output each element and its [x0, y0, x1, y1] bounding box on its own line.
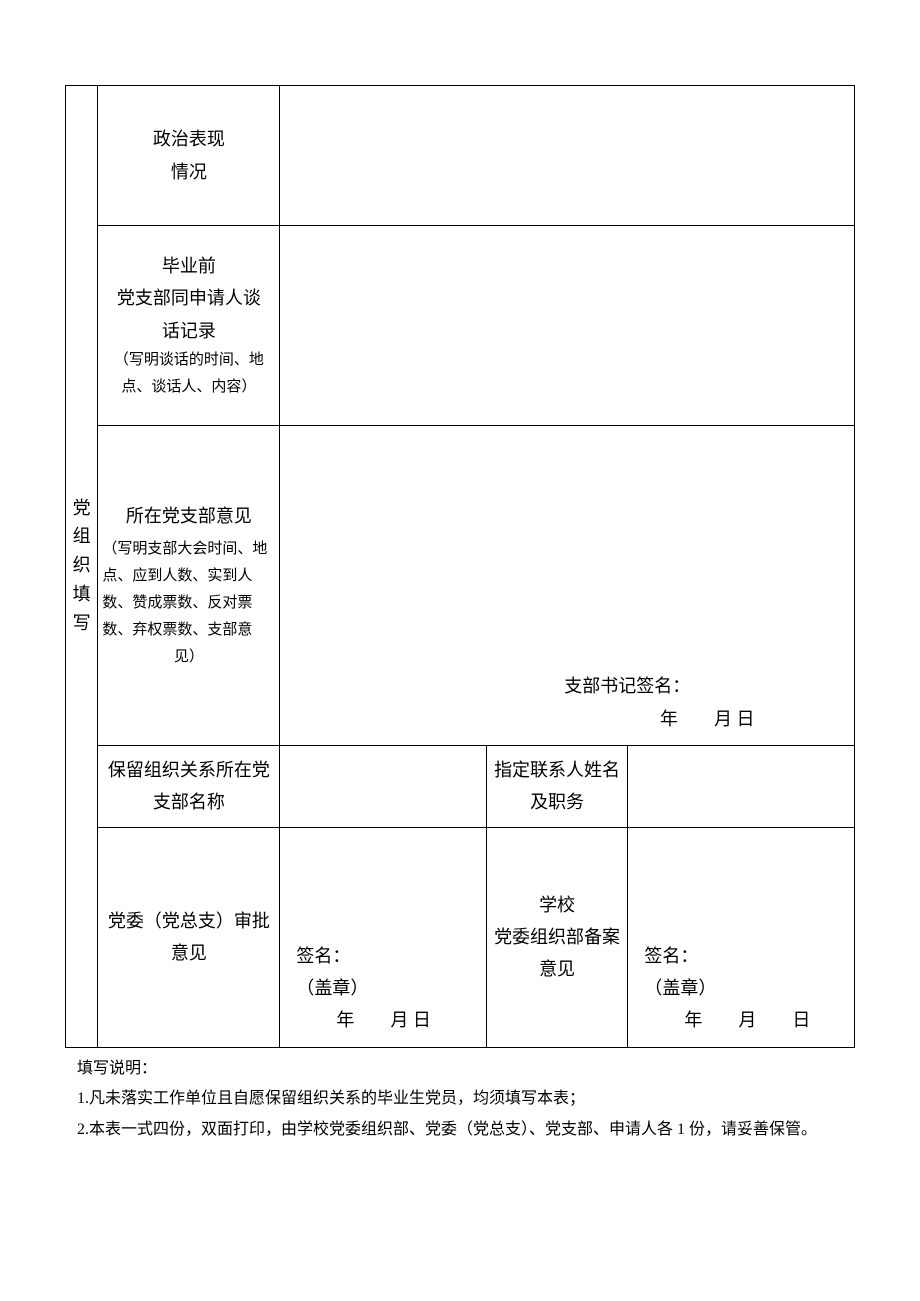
label-text: 情况 [104, 156, 273, 188]
label-talk-record: 毕业前 党支部同申请人谈 话记录 （写明谈话的时间、地点、谈话人、内容） [98, 226, 280, 426]
notes-heading: 填写说明： [77, 1054, 855, 1084]
date-line: 年 月 日 [644, 1004, 848, 1036]
stamp-label: （盖章） [296, 972, 479, 1004]
content-contact-person[interactable] [628, 746, 855, 828]
section-vertical-label: 党组织填写 [66, 86, 98, 1048]
label-school-filing: 学校 党委组织部备案意见 [486, 827, 628, 1047]
label-political-performance: 政治表现 情况 [98, 86, 280, 226]
content-committee-approval[interactable]: 签名： （盖章） 年 月 日 [280, 827, 486, 1047]
label-text: 所在党支部意见 [102, 500, 275, 532]
approval-form-table: 党组织填写 政治表现 情况 毕业前 党支部同申请人谈 话记录 （写明谈话的时间、… [65, 85, 855, 1048]
row-branch-opinion: 所在党支部意见 （写明支部大会时间、地点、应到人数、实到人数、赞成票数、反对票数… [66, 426, 855, 746]
label-contact-person: 指定联系人姓名及职务 [486, 746, 628, 828]
label-text: 党支部同申请人谈 [104, 282, 273, 314]
notes-item: 1.凡未落实工作单位且自愿保留组织关系的毕业生党员，均须填写本表； [77, 1084, 855, 1114]
label-subtext: （写明谈话的时间、地点、谈话人、内容） [104, 347, 273, 401]
label-text: 政治表现 [104, 123, 273, 155]
content-political-performance[interactable] [280, 86, 855, 226]
label-committee-approval: 党委（党总支）审批意见 [98, 827, 280, 1047]
content-retain-branch[interactable] [280, 746, 486, 828]
content-branch-opinion[interactable]: 支部书记签名： 年 月 日 [280, 426, 855, 746]
signature-label: 签名： [296, 940, 479, 972]
row-talk-record: 毕业前 党支部同申请人谈 话记录 （写明谈话的时间、地点、谈话人、内容） [66, 226, 855, 426]
label-branch-opinion: 所在党支部意见 （写明支部大会时间、地点、应到人数、实到人数、赞成票数、反对票数… [98, 426, 280, 746]
form-notes: 填写说明： 1.凡未落实工作单位且自愿保留组织关系的毕业生党员，均须填写本表； … [65, 1054, 855, 1145]
label-text: 党委组织部备案意见 [493, 921, 622, 986]
label-retain-branch: 保留组织关系所在党支部名称 [98, 746, 280, 828]
content-school-filing[interactable]: 签名： （盖章） 年 月 日 [628, 827, 855, 1047]
label-text: 毕业前 [104, 250, 273, 282]
row-political-performance: 党组织填写 政治表现 情况 [66, 86, 855, 226]
notes-item: 2.本表一式四份，双面打印，由学校党委组织部、党委（党总支）、党支部、申请人各 … [77, 1115, 855, 1145]
signature-label: 签名： [644, 940, 848, 972]
date-line: 年 月 日 [296, 1004, 479, 1036]
label-subtext-end: 见） [102, 644, 275, 671]
branch-date-line: 年 月 日 [286, 703, 848, 735]
content-talk-record[interactable] [280, 226, 855, 426]
vertical-label-text: 党组织填写 [73, 494, 91, 638]
label-text: 学校 [493, 889, 622, 921]
label-subtext: （写明支部大会时间、地点、应到人数、实到人数、赞成票数、反对票数、弃权票数、支部… [102, 536, 275, 644]
stamp-label: （盖章） [644, 972, 848, 1004]
label-text: 话记录 [104, 315, 273, 347]
row-retain-branch: 保留组织关系所在党支部名称 指定联系人姓名及职务 [66, 746, 855, 828]
row-committee-approval: 党委（党总支）审批意见 签名： （盖章） 年 月 日 学校 党委组织部备案意见 … [66, 827, 855, 1047]
branch-secretary-signature-label: 支部书记签名： [286, 670, 848, 702]
